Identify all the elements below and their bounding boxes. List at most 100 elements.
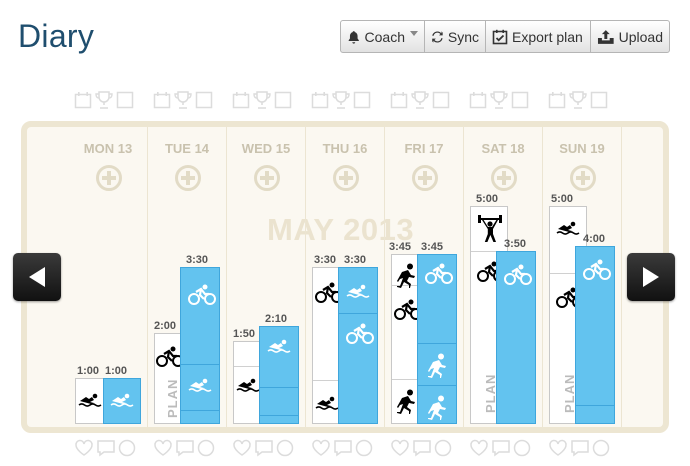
day-column: SUN 19 PLAN 5:00 4:00 <box>543 127 622 427</box>
bike-icon <box>556 287 584 314</box>
weights-icon <box>477 213 503 248</box>
heart-icon[interactable] <box>469 439 489 459</box>
completed-workout-bar[interactable] <box>338 267 378 424</box>
comment-icon[interactable] <box>333 439 353 459</box>
previous-week-button[interactable] <box>13 253 61 301</box>
calendar-icon[interactable] <box>390 91 408 111</box>
swim-icon <box>556 221 580 240</box>
day-column: FRI 17 3:45 3:45 <box>385 127 464 427</box>
day-name: FRI 17 <box>404 141 444 156</box>
day-bottom-icons <box>153 439 215 459</box>
circle-icon[interactable] <box>276 439 294 459</box>
add-workout-button[interactable] <box>490 165 517 191</box>
add-workout-button[interactable] <box>569 165 596 191</box>
note-icon[interactable] <box>116 91 134 111</box>
sync-icon <box>432 30 443 43</box>
bike-icon <box>156 346 184 373</box>
calendar-icon[interactable] <box>311 91 329 111</box>
swim-icon <box>346 284 370 303</box>
trophy-icon[interactable] <box>94 91 114 111</box>
planned-duration: 5:00 <box>551 193 574 205</box>
workout-divider <box>234 366 262 367</box>
note-icon[interactable] <box>590 91 608 111</box>
upload-label: Upload <box>618 28 663 45</box>
planned-workout-bar[interactable]: PLAN <box>154 333 184 424</box>
calendar-check-icon <box>492 29 508 44</box>
day-bottom-icons <box>311 439 373 459</box>
note-icon[interactable] <box>511 91 529 111</box>
calendar-icon[interactable] <box>232 91 250 111</box>
day-name: THU 16 <box>322 141 368 156</box>
add-workout-button[interactable] <box>332 165 359 191</box>
completed-workout-bar[interactable] <box>180 267 220 424</box>
comment-icon[interactable] <box>175 439 195 459</box>
day-column: TUE 14 PLAN 2:00 3:30 <box>148 127 227 427</box>
calendar-icon[interactable] <box>469 91 487 111</box>
comment-icon[interactable] <box>570 439 590 459</box>
next-week-button[interactable] <box>627 253 675 301</box>
add-workout-button[interactable] <box>411 165 438 191</box>
completed-workout-bar[interactable] <box>496 251 536 424</box>
circle-icon[interactable] <box>513 439 531 459</box>
note-icon[interactable] <box>432 91 450 111</box>
comment-icon[interactable] <box>254 439 274 459</box>
run-icon <box>394 263 418 294</box>
workout-divider <box>576 405 614 406</box>
completed-workout-bar[interactable] <box>259 326 299 424</box>
day-bottom-icons <box>469 439 531 459</box>
workout-divider <box>181 410 219 411</box>
circle-icon[interactable] <box>434 439 452 459</box>
comment-icon[interactable] <box>96 439 116 459</box>
circle-icon[interactable] <box>118 439 136 459</box>
note-icon[interactable] <box>274 91 292 111</box>
heart-icon[interactable] <box>390 439 410 459</box>
upload-button[interactable]: Upload <box>591 21 669 52</box>
swim-icon <box>267 339 291 358</box>
calendar-icon[interactable] <box>548 91 566 111</box>
add-workout-button[interactable] <box>95 165 122 191</box>
bike-icon <box>583 259 611 286</box>
trophy-icon[interactable] <box>568 91 588 111</box>
heart-icon[interactable] <box>232 439 252 459</box>
completed-duration: 4:00 <box>583 233 606 245</box>
circle-icon[interactable] <box>197 439 215 459</box>
export-plan-button[interactable]: Export plan <box>486 21 591 52</box>
heart-icon[interactable] <box>153 439 173 459</box>
planned-workout-bar[interactable] <box>75 378 105 424</box>
heart-icon[interactable] <box>548 439 568 459</box>
completed-workout-bar[interactable] <box>417 254 457 424</box>
planned-duration: 5:00 <box>476 193 499 205</box>
coach-button[interactable]: Coach <box>341 21 425 52</box>
calendar-icon[interactable] <box>153 91 171 111</box>
sync-button[interactable]: Sync <box>425 21 486 52</box>
comment-icon[interactable] <box>412 439 432 459</box>
day-top-icons <box>548 91 608 111</box>
add-workout-button[interactable] <box>174 165 201 191</box>
note-icon[interactable] <box>195 91 213 111</box>
page-title: Diary <box>18 18 95 54</box>
completed-workout-bar[interactable] <box>575 246 615 424</box>
swim-icon <box>315 396 339 415</box>
trophy-icon[interactable] <box>410 91 430 111</box>
swim-icon <box>110 393 134 412</box>
completed-duration: 1:00 <box>105 365 128 377</box>
trophy-icon[interactable] <box>173 91 193 111</box>
bike-icon <box>425 263 453 290</box>
circle-icon[interactable] <box>355 439 373 459</box>
note-icon[interactable] <box>353 91 371 111</box>
day-name: SAT 18 <box>481 141 525 156</box>
swim-icon <box>78 393 102 412</box>
coach-label: Coach <box>364 28 405 45</box>
heart-icon[interactable] <box>311 439 331 459</box>
circle-icon[interactable] <box>592 439 610 459</box>
calendar-icon[interactable] <box>74 91 92 111</box>
add-workout-button[interactable] <box>253 165 280 191</box>
completed-workout-bar[interactable] <box>103 378 141 424</box>
trophy-icon[interactable] <box>489 91 509 111</box>
heart-icon[interactable] <box>74 439 94 459</box>
trophy-icon[interactable] <box>252 91 272 111</box>
completed-duration: 3:45 <box>421 241 444 253</box>
trophy-icon[interactable] <box>331 91 351 111</box>
day-top-icons <box>390 91 450 111</box>
comment-icon[interactable] <box>491 439 511 459</box>
